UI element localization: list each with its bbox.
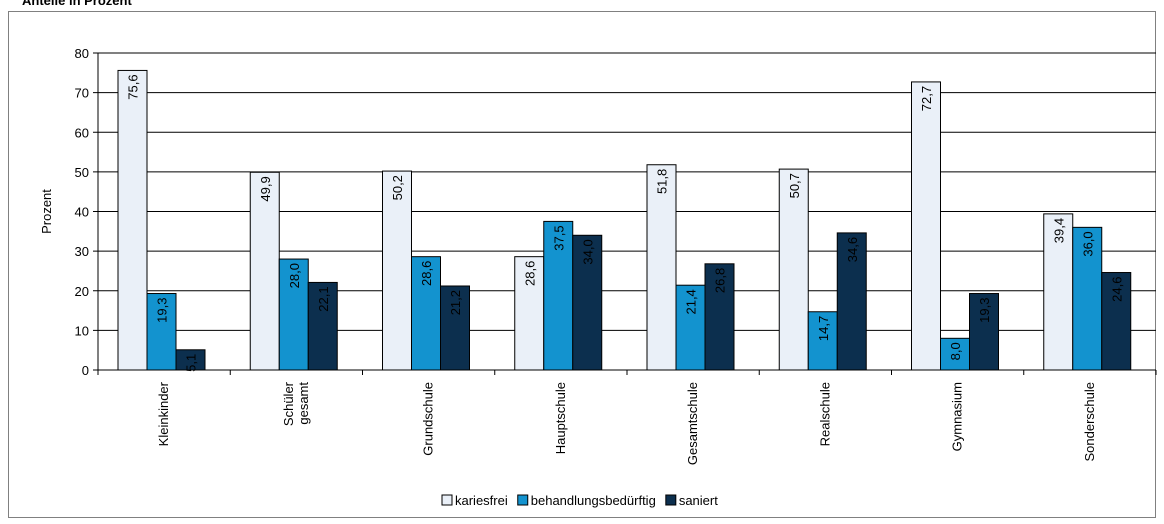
y-tick-label: 50 (75, 165, 89, 180)
bar (969, 293, 999, 371)
data-label: 49,9 (258, 176, 273, 201)
data-label: 8,0 (948, 342, 963, 360)
bar (911, 81, 941, 371)
data-label: 19,3 (155, 298, 170, 323)
y-tick-label: 30 (75, 244, 89, 259)
y-tick-label: 70 (75, 86, 89, 101)
data-label: 51,8 (655, 169, 670, 194)
y-tick-label: 40 (75, 205, 89, 220)
data-label: 75,6 (126, 74, 141, 99)
bar (1072, 226, 1103, 371)
bar (440, 285, 470, 371)
bar (117, 69, 148, 371)
data-label: 39,4 (1051, 218, 1066, 243)
y-tick-label: 80 (75, 46, 89, 61)
y-tick-label: 0 (82, 363, 89, 378)
y-tick-label: 10 (75, 323, 89, 338)
data-label: 36,0 (1080, 231, 1095, 256)
data-label: 24,6 (1109, 277, 1124, 302)
data-label: 22,1 (316, 286, 331, 311)
data-label: 21,2 (448, 290, 463, 315)
data-label: 5,1 (184, 354, 199, 372)
bar (307, 281, 338, 371)
x-tick-label: Gymnasium (950, 382, 965, 451)
bar (646, 164, 677, 371)
x-tick-label: Realschule (817, 382, 832, 446)
bar (675, 284, 706, 371)
data-label: 28,6 (419, 261, 434, 286)
data-label: 19,3 (977, 298, 992, 323)
data-label: 28,0 (287, 263, 302, 288)
data-label: 21,4 (684, 289, 699, 314)
bar (249, 171, 280, 371)
bar (572, 234, 603, 371)
bar (807, 311, 838, 371)
data-label: 26,8 (713, 268, 728, 293)
bar (175, 349, 206, 371)
data-label: 37,5 (551, 225, 566, 250)
legend-swatch (665, 494, 677, 506)
bar (836, 232, 867, 371)
legend-swatch (517, 494, 529, 506)
data-label: 50,2 (390, 175, 405, 200)
chart-frame (8, 11, 1156, 518)
bar (940, 337, 970, 371)
x-tick-label: Sonderschule (1082, 382, 1097, 462)
bar (411, 256, 441, 371)
x-tick-label: gesamt (296, 382, 311, 425)
data-label: 14,7 (816, 316, 831, 341)
bar (778, 168, 809, 371)
x-tick-label: Gesamtschule (685, 382, 700, 465)
legend-label: behandlungsbedürftig (531, 493, 656, 508)
x-tick-label: Kleinkinder (156, 381, 171, 446)
bar (146, 293, 177, 371)
legend-label: saniert (679, 493, 718, 508)
data-label: 72,7 (919, 86, 934, 111)
x-tick-label: Schüler (281, 381, 296, 426)
y-tick-label: 20 (75, 284, 89, 299)
legend-label: kariesfrei (455, 493, 508, 508)
bar (1101, 272, 1132, 371)
x-tick-label: Grundschule (421, 382, 436, 456)
y-tick-label: 60 (75, 125, 89, 140)
y-axis-label: Prozent (39, 189, 54, 234)
data-label: 34,6 (845, 237, 860, 262)
data-label: 34,0 (580, 239, 595, 264)
bar (382, 170, 412, 371)
data-label: 28,6 (522, 261, 537, 286)
bar (704, 263, 735, 371)
x-tick-label: Hauptschule (553, 382, 568, 454)
data-label: 50,7 (787, 173, 802, 198)
bar (514, 256, 545, 371)
bar (1043, 213, 1074, 371)
chart-header-label: Anteile in Prozent (22, 0, 132, 8)
legend-swatch (441, 494, 453, 506)
